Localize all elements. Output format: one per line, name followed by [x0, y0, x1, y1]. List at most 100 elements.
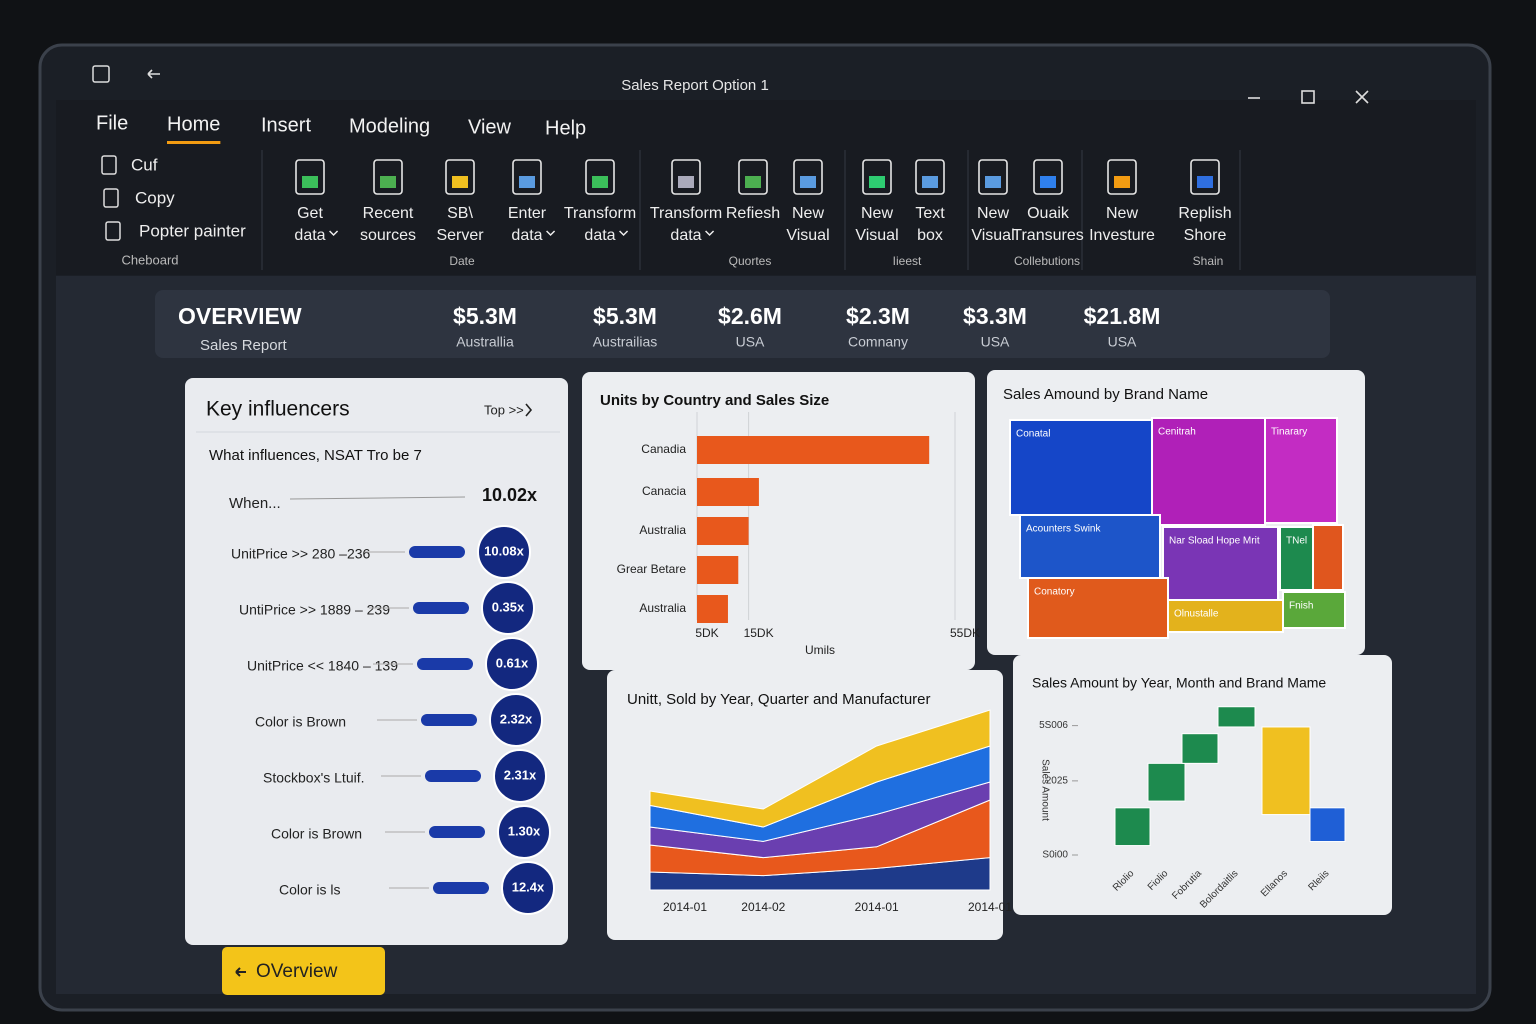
- ribbon-button-icon[interactable]: [671, 159, 701, 195]
- maximize-button[interactable]: [1301, 90, 1315, 104]
- ribbon-button-icon[interactable]: [793, 159, 823, 195]
- treemap-tile[interactable]: [1027, 577, 1169, 639]
- ribbon-tab[interactable]: View: [468, 116, 512, 138]
- treemap-tile[interactable]: [1019, 514, 1161, 579]
- ribbon-tab[interactable]: File: [96, 112, 128, 134]
- y-tick-label: 2025: [1046, 776, 1069, 787]
- influencer-badge: [493, 749, 547, 803]
- ribbon-button-label[interactable]: Enter: [508, 205, 547, 222]
- ribbon-tab[interactable]: Home: [167, 113, 220, 135]
- influencer-bar: [417, 658, 473, 670]
- ribbon-tab[interactable]: Help: [545, 117, 586, 139]
- when-label: When...: [229, 495, 281, 512]
- treemap-tile[interactable]: [1264, 417, 1338, 524]
- treemap-tile[interactable]: [1162, 526, 1279, 601]
- ribbon-button-label[interactable]: Shore: [1184, 227, 1227, 244]
- clipboard-icon[interactable]: [103, 188, 119, 208]
- ribbon-button-label[interactable]: Visual: [855, 227, 898, 244]
- x-tick-label: 2014-01: [968, 900, 1012, 914]
- ribbon-button-label[interactable]: Investure: [1089, 227, 1155, 244]
- ribbon-tab[interactable]: Insert: [261, 114, 311, 136]
- when-value: 10.02x: [482, 485, 537, 505]
- x-tick-label: 2014-01: [663, 900, 707, 914]
- overview-button-label[interactable]: OVerview: [256, 961, 338, 982]
- influencer-bar: [433, 882, 489, 894]
- treemap-tile[interactable]: [1167, 599, 1284, 633]
- clipboard-item[interactable]: Cuf: [131, 155, 158, 174]
- ribbon-button-label[interactable]: data: [670, 227, 701, 244]
- ribbon-button-label[interactable]: sources: [360, 227, 416, 244]
- ribbon-button-icon[interactable]: [512, 159, 542, 195]
- panel-title: Key influencers: [206, 398, 350, 421]
- ribbon-button-label[interactable]: Refiesh: [726, 205, 780, 222]
- undo-icon[interactable]: [147, 69, 160, 79]
- ribbon-button-label[interactable]: New: [1106, 205, 1138, 222]
- close-button[interactable]: [1355, 90, 1369, 104]
- ribbon-button-icon-accent: [800, 176, 816, 188]
- ribbon-button-icon[interactable]: [1190, 159, 1220, 195]
- treemap-tile-label: Conatal: [1016, 429, 1050, 440]
- ribbon-button-label[interactable]: SB\: [447, 205, 473, 222]
- ribbon-button-label[interactable]: data: [584, 227, 615, 244]
- clipboard-item[interactable]: Popter painter: [139, 221, 246, 240]
- influencer-bar: [413, 602, 469, 614]
- influencer-label: Color is Brown: [255, 714, 346, 730]
- ribbon-button-icon[interactable]: [738, 159, 768, 195]
- ribbon-button-label[interactable]: Visual: [971, 227, 1014, 244]
- ribbon-button-label[interactable]: Text: [915, 205, 945, 222]
- treemap-tile[interactable]: [1151, 417, 1266, 526]
- back-arrow-icon: [235, 967, 246, 977]
- ribbon-button-label[interactable]: Replish: [1178, 205, 1231, 222]
- ribbon-button-label[interactable]: Visual: [786, 227, 829, 244]
- ribbon-button-label[interactable]: Ouaik: [1027, 205, 1070, 222]
- ribbon-button-icon[interactable]: [445, 159, 475, 195]
- ribbon-button-icon[interactable]: [585, 159, 615, 195]
- ribbon-button-icon-accent: [302, 176, 318, 188]
- overview-button[interactable]: [222, 947, 385, 995]
- top-link[interactable]: Top >>: [484, 402, 524, 417]
- ribbon-button-label[interactable]: Transures: [1012, 227, 1083, 244]
- ribbon-button-icon-accent: [1040, 176, 1056, 188]
- ribbon-button-label[interactable]: New: [792, 205, 824, 222]
- ribbon-button-label[interactable]: Get: [297, 205, 323, 222]
- treemap-tile[interactable]: [1282, 591, 1346, 629]
- ribbon-button-icon[interactable]: [862, 159, 892, 195]
- ribbon-group-label: Shain: [1193, 254, 1224, 268]
- app-icon[interactable]: [92, 65, 110, 83]
- y-tick-label: 5S006: [1039, 720, 1068, 731]
- treemap-tile[interactable]: [1312, 524, 1344, 591]
- ribbon-button-label[interactable]: Recent: [363, 205, 414, 222]
- x-tick-label: 5DK: [695, 626, 718, 640]
- ribbon-button-icon[interactable]: [1033, 159, 1063, 195]
- y-category-label: Canadia: [641, 442, 686, 456]
- when-line: [289, 496, 466, 500]
- y-category-label: Australia: [639, 523, 686, 537]
- ribbon-button-label[interactable]: box: [917, 227, 943, 244]
- kpi-value: $5.3M: [593, 303, 657, 329]
- active-tab-underline: [167, 141, 221, 144]
- clipboard-icon[interactable]: [101, 155, 117, 175]
- ribbon-button-icon-accent: [869, 176, 885, 188]
- influencer-value: 2.31x: [504, 767, 537, 782]
- ribbon-button-label[interactable]: Server: [436, 227, 484, 244]
- influencer-label: Color is Brown: [271, 826, 362, 842]
- ribbon-button-icon[interactable]: [1107, 159, 1137, 195]
- clipboard-icon[interactable]: [105, 221, 121, 241]
- ribbon-tab[interactable]: Modeling: [349, 115, 430, 137]
- ribbon-button-label[interactable]: Transform: [650, 205, 722, 222]
- waterfall-bar: [1181, 733, 1219, 764]
- ribbon-button-label[interactable]: data: [511, 227, 542, 244]
- waterfall-panel: [1013, 655, 1392, 915]
- ribbon-button-label[interactable]: Transform: [564, 205, 636, 222]
- dropdown-chevron: [546, 230, 556, 237]
- ribbon-button-icon[interactable]: [915, 159, 945, 195]
- ribbon-button-label[interactable]: New: [861, 205, 893, 222]
- ribbon-button-icon[interactable]: [978, 159, 1008, 195]
- x-axis-label: Umils: [805, 643, 835, 657]
- clipboard-item[interactable]: Copy: [135, 188, 175, 207]
- ribbon-button-icon[interactable]: [295, 159, 325, 195]
- ribbon-button-icon[interactable]: [373, 159, 403, 195]
- ribbon-button-label[interactable]: New: [977, 205, 1009, 222]
- ribbon-button-label[interactable]: data: [294, 227, 325, 244]
- treemap-tile[interactable]: [1279, 526, 1314, 591]
